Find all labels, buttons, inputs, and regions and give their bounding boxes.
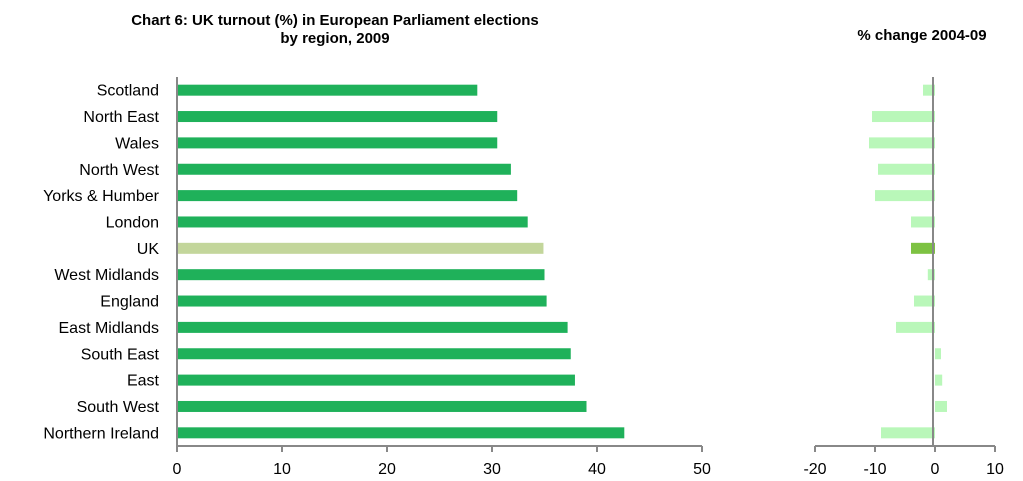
change-bar-london <box>911 216 935 228</box>
right-chart: % change 2004-09 -20 -10 0 10 <box>803 27 1004 478</box>
category-label-north-west: North West <box>79 162 159 179</box>
category-label-uk: UK <box>137 241 160 258</box>
turnout-bar-london <box>177 216 528 228</box>
turnout-bar-west-midlands <box>177 269 545 281</box>
turnout-bar-east-midlands <box>177 321 568 333</box>
left-category-labels: Scotland North East Wales North West Yorks &… <box>43 83 160 443</box>
category-label-east: East <box>127 373 160 390</box>
left-tick-label-50: 50 <box>693 461 711 478</box>
category-label-yorks-and-humber: Yorks & Humber <box>43 188 160 205</box>
turnout-bar-northern-ireland <box>177 427 625 439</box>
turnout-bar-north-west <box>177 163 511 175</box>
right-tick-label--10: -10 <box>863 461 886 478</box>
change-bar-north-west <box>878 163 935 175</box>
change-bar-west-midlands <box>927 269 935 281</box>
right-chart-title: % change 2004-09 <box>857 27 986 44</box>
change-bar-england <box>914 295 935 307</box>
category-label-scotland: Scotland <box>97 83 159 100</box>
right-tick-label-0: 0 <box>931 461 940 478</box>
right-tick-label--20: -20 <box>803 461 826 478</box>
left-chart: Chart 6: UK turnout (%) in European Parl… <box>43 12 711 478</box>
right-bars <box>869 84 947 439</box>
left-tick-label-0: 0 <box>173 461 182 478</box>
change-bar-scotland <box>923 84 935 96</box>
change-bar-east-midlands <box>896 321 935 333</box>
turnout-bar-wales <box>177 137 498 149</box>
left-tick-label-20: 20 <box>378 461 396 478</box>
left-tick-label-30: 30 <box>483 461 501 478</box>
change-bar-east <box>935 374 943 386</box>
category-label-north-east: North East <box>83 109 159 126</box>
left-bars <box>177 84 625 439</box>
change-bar-yorks-and-humber <box>875 190 935 202</box>
change-bar-north-east <box>872 111 935 123</box>
turnout-bar-south-east <box>177 348 571 360</box>
turnout-bar-east <box>177 374 575 386</box>
category-label-west-midlands: West Midlands <box>54 267 159 284</box>
left-chart-title-line-2: by region, 2009 <box>280 30 389 47</box>
category-label-south-east: South East <box>81 346 160 363</box>
change-bar-wales <box>869 137 935 149</box>
category-label-east-midlands: East Midlands <box>59 320 160 337</box>
category-label-northern-ireland: Northern Ireland <box>43 425 159 442</box>
change-bar-northern-ireland <box>881 427 935 439</box>
turnout-bar-scotland <box>177 84 478 96</box>
change-bar-south-east <box>935 348 941 360</box>
change-bar-uk <box>911 242 935 254</box>
left-ticks: 0 10 20 30 40 50 <box>173 446 711 478</box>
turnout-bar-yorks-and-humber <box>177 190 518 202</box>
turnout-bar-uk <box>177 242 544 254</box>
category-label-south-west: South West <box>77 399 160 416</box>
change-bar-south-west <box>935 400 947 412</box>
left-chart-title-line-1: Chart 6: UK turnout (%) in European Parl… <box>131 12 539 29</box>
left-tick-label-10: 10 <box>273 461 291 478</box>
turnout-bar-north-east <box>177 111 498 123</box>
category-label-wales: Wales <box>115 135 159 152</box>
turnout-bar-england <box>177 295 547 307</box>
left-tick-label-40: 40 <box>588 461 606 478</box>
right-ticks: -20 -10 0 10 <box>803 446 1004 478</box>
category-label-england: England <box>100 294 159 311</box>
turnout-bar-south-west <box>177 400 587 412</box>
right-tick-label-10: 10 <box>986 461 1004 478</box>
category-label-london: London <box>106 214 159 231</box>
